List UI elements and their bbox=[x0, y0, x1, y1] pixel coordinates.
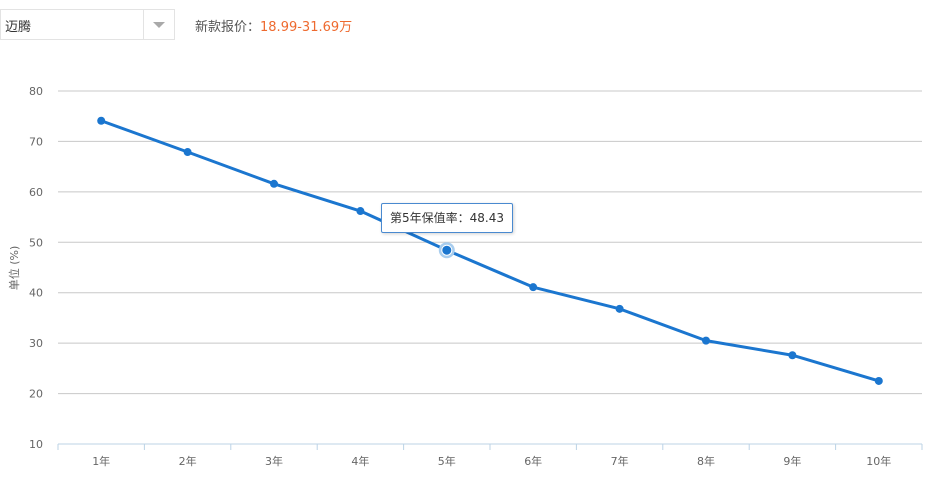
data-point[interactable] bbox=[874, 376, 883, 385]
y-tick-label: 10 bbox=[29, 438, 43, 451]
y-tick-label: 80 bbox=[29, 85, 43, 98]
x-tick-label: 1年 bbox=[92, 454, 110, 468]
data-point[interactable] bbox=[615, 304, 624, 313]
model-select[interactable]: 迈腾 bbox=[0, 9, 175, 40]
model-select-value: 迈腾 bbox=[5, 20, 32, 35]
data-point[interactable] bbox=[788, 351, 797, 360]
y-tick-label: 60 bbox=[29, 186, 43, 199]
grid-lines bbox=[58, 90, 922, 395]
y-axis-ticks: 10 20 30 40 50 60 70 80 bbox=[29, 85, 43, 451]
data-point-highlighted[interactable] bbox=[441, 244, 453, 256]
data-point[interactable] bbox=[356, 207, 365, 216]
y-axis-label: 单位 (%) bbox=[7, 246, 21, 291]
data-point[interactable] bbox=[529, 283, 538, 292]
x-tick-label: 3年 bbox=[265, 454, 283, 468]
y-tick-label: 30 bbox=[29, 337, 43, 350]
x-tick-label: 9年 bbox=[783, 454, 801, 468]
series-line bbox=[99, 119, 881, 383]
dropdown-button[interactable] bbox=[143, 10, 174, 39]
data-point[interactable] bbox=[97, 116, 106, 125]
price-label: 新款报价： bbox=[195, 20, 261, 35]
y-tick-label: 20 bbox=[29, 388, 43, 401]
series-layer bbox=[97, 116, 883, 385]
y-tick-label: 40 bbox=[29, 287, 43, 300]
data-point[interactable] bbox=[270, 179, 278, 188]
chevron-down-icon bbox=[153, 22, 165, 28]
price-value: 18.99-31.69万 bbox=[260, 20, 353, 35]
x-tick-label: 5年 bbox=[438, 454, 456, 468]
x-tick-label: 10年 bbox=[866, 454, 891, 468]
y-tick-label: 50 bbox=[29, 236, 43, 249]
x-tick-label: 4年 bbox=[351, 454, 369, 468]
y-tick-label: 70 bbox=[29, 135, 43, 148]
data-point[interactable] bbox=[183, 148, 192, 157]
x-tick-label: 8年 bbox=[697, 454, 715, 468]
x-axis: 1年 2年 3年 4年 5年 6年 7年 8年 9年 10年 bbox=[57, 443, 923, 468]
data-tooltip: 第5年保值率：48.43 bbox=[381, 203, 513, 233]
x-tick-label: 2年 bbox=[179, 454, 197, 468]
x-tick-label: 6年 bbox=[524, 454, 542, 468]
x-tick-label: 7年 bbox=[611, 454, 629, 468]
price-info: 新款报价：18.99-31.69万 bbox=[195, 16, 352, 35]
data-point[interactable] bbox=[702, 336, 710, 345]
